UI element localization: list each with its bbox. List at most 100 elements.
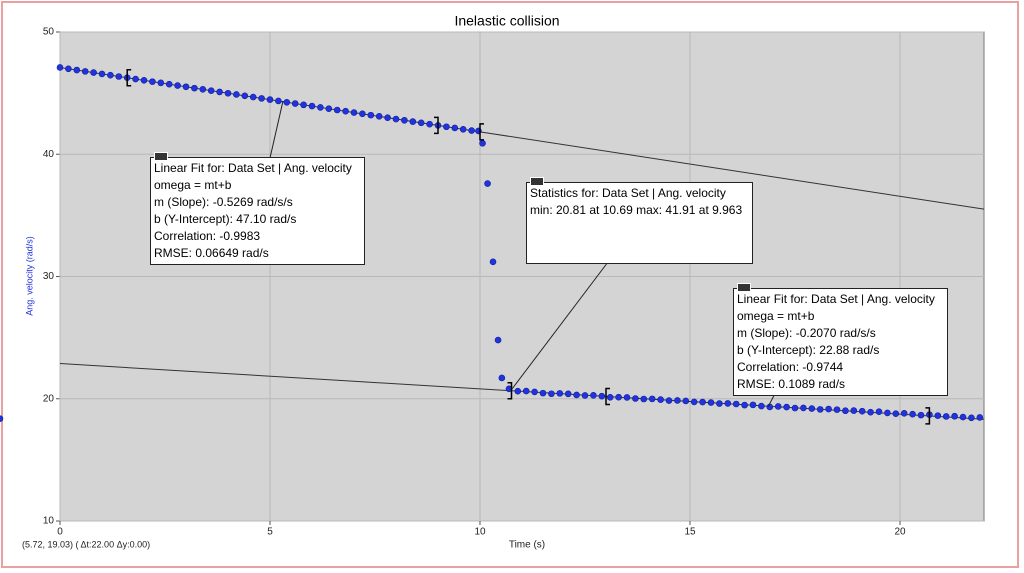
- slope-unit: rad/s/s: [839, 326, 876, 340]
- intercept-label: b (Y-Intercept):: [737, 343, 816, 357]
- data-point: [800, 404, 807, 412]
- data-point: [426, 120, 433, 128]
- fit-title: Linear Fit for: Data Set | Ang. velocity: [737, 292, 935, 306]
- box-icon: [154, 152, 168, 161]
- data-point: [539, 389, 547, 397]
- data-point: [581, 392, 589, 399]
- data-point: [56, 64, 64, 71]
- slope-label: m (Slope):: [154, 195, 210, 209]
- data-point: [640, 395, 648, 403]
- x-tick-label: 10: [474, 527, 486, 538]
- data-point: [690, 398, 698, 406]
- data-point: [165, 80, 173, 88]
- data-point: [308, 102, 316, 110]
- data-point: [182, 83, 190, 91]
- x-tick-label: 0: [57, 527, 63, 538]
- data-point: [149, 78, 156, 85]
- x-tick-label: 15: [684, 527, 696, 538]
- range-bracket: [507, 381, 513, 400]
- data-point: [884, 409, 891, 417]
- data-point: [367, 111, 375, 119]
- data-point: [514, 387, 522, 395]
- box-icon: [737, 283, 751, 292]
- leader-line: [511, 261, 609, 390]
- data-point: [900, 409, 908, 417]
- slope-value: -0.5269: [212, 195, 254, 209]
- data-point: [774, 403, 782, 410]
- y-axis-label: Ang. velocity (rad/s): [24, 236, 34, 316]
- data-point: [401, 116, 408, 124]
- data-point: [623, 394, 631, 401]
- data-point: [224, 89, 232, 97]
- data-point: [333, 106, 341, 114]
- data-point: [325, 105, 333, 112]
- data-point: [741, 401, 748, 409]
- data-point: [707, 399, 715, 406]
- data-point: [275, 97, 282, 105]
- range-bracket: [126, 69, 132, 87]
- y-tick-label: 10: [43, 516, 55, 527]
- range-bracket: [479, 123, 484, 141]
- fit-rmse: RMSE: 0.1089 rad/s: [737, 377, 846, 391]
- data-point: [479, 139, 486, 147]
- data-point: [615, 393, 622, 401]
- data-point: [783, 403, 790, 411]
- data-point: [522, 387, 530, 395]
- data-point: [132, 75, 139, 83]
- data-point: [934, 412, 942, 419]
- data-point: [716, 400, 723, 407]
- data-point: [140, 76, 148, 84]
- data-point: [0, 415, 4, 422]
- data-point: [758, 402, 765, 410]
- data-point: [216, 88, 223, 96]
- data-point: [81, 68, 89, 75]
- data-point: [892, 410, 900, 417]
- fit-intercept: b (Y-Intercept): 47.10 rad/s: [154, 211, 361, 228]
- data-point: [484, 180, 491, 187]
- intercept-value: 47.10: [236, 212, 267, 226]
- data-point: [665, 397, 673, 404]
- fit-slope: m (Slope): -0.2070 rad/s/s: [737, 325, 944, 342]
- data-point: [300, 101, 307, 109]
- chart-title: Inelastic collision: [454, 13, 559, 29]
- data-point: [564, 390, 572, 398]
- data-point: [384, 114, 391, 121]
- fit-equation: omega = mt+b: [154, 178, 232, 192]
- data-point: [283, 98, 291, 106]
- fit-correlation: Correlation: -0.9983: [154, 229, 261, 243]
- intercept-label: b (Y-Intercept):: [154, 212, 233, 226]
- y-tick-label: 40: [43, 149, 55, 160]
- data-point: [573, 391, 580, 399]
- stats-text: min: 20.81 at 10.69 max: 41.91 at 9.963: [530, 203, 743, 217]
- intercept-unit: rad/s: [269, 212, 297, 226]
- fit-rmse: RMSE: 0.06649 rad/s: [154, 246, 269, 260]
- data-point: [909, 410, 916, 418]
- data-point: [90, 69, 97, 76]
- fit-title: Linear Fit for: Data Set | Ang. velocity: [154, 161, 352, 175]
- status-text: (5.72, 19.03) ( Δt:22.00 Δy:0.00): [22, 539, 150, 549]
- stats-box: Statistics for: Data Set | Ang. velocity…: [526, 177, 753, 264]
- data-point: [590, 392, 597, 399]
- data-point: [249, 93, 257, 101]
- stats-title: Statistics for: Data Set | Ang. velocity: [530, 186, 726, 200]
- data-point: [699, 398, 706, 406]
- data-point: [107, 71, 114, 79]
- intercept-value: 22.88: [819, 343, 850, 357]
- data-point: [917, 411, 925, 419]
- data-point: [489, 258, 497, 266]
- data-point: [468, 127, 475, 134]
- data-point: [598, 392, 606, 400]
- y-tick-label: 20: [43, 393, 55, 404]
- fit-correlation: Correlation: -0.9744: [737, 360, 844, 374]
- data-point: [749, 401, 757, 409]
- data-point: [317, 104, 324, 111]
- data-point: [233, 91, 240, 98]
- data-point: [548, 390, 555, 398]
- data-point: [392, 115, 400, 123]
- data-point: [951, 412, 958, 420]
- data-point: [98, 70, 106, 78]
- fit-box: Linear Fit for: Data Set | Ang. velocity…: [150, 152, 365, 265]
- data-point: [875, 408, 883, 416]
- data-point: [375, 113, 383, 120]
